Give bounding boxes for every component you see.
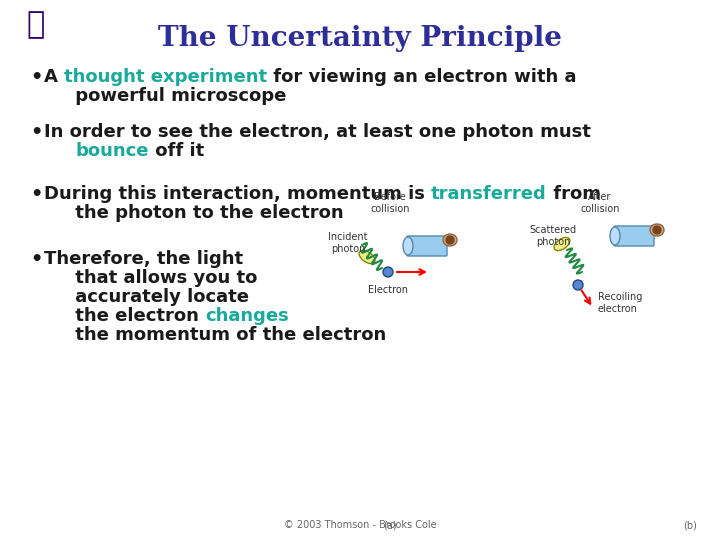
- Text: Before
collision: Before collision: [370, 192, 410, 214]
- Text: (a): (a): [383, 520, 397, 530]
- Ellipse shape: [443, 234, 457, 246]
- FancyBboxPatch shape: [407, 236, 447, 256]
- Text: that allows you to: that allows you to: [44, 269, 257, 287]
- Text: © 2003 Thomson - Brooks Cole: © 2003 Thomson - Brooks Cole: [284, 520, 436, 530]
- Ellipse shape: [650, 224, 664, 236]
- Text: accurately locate: accurately locate: [44, 288, 249, 306]
- Text: the momentum of the electron: the momentum of the electron: [44, 326, 386, 344]
- Ellipse shape: [554, 238, 570, 251]
- Text: Electron: Electron: [368, 285, 408, 295]
- Text: After
collision: After collision: [580, 192, 620, 214]
- FancyBboxPatch shape: [614, 226, 654, 246]
- Text: for viewing an electron with a: for viewing an electron with a: [267, 68, 577, 86]
- Text: During this interaction, momentum is: During this interaction, momentum is: [44, 185, 431, 203]
- Text: Recoiling
electron: Recoiling electron: [598, 292, 642, 314]
- Circle shape: [446, 236, 454, 244]
- Text: •: •: [30, 185, 42, 204]
- Text: The Uncertainty Principle: The Uncertainty Principle: [158, 25, 562, 52]
- Text: from: from: [547, 185, 601, 203]
- Text: •: •: [30, 68, 42, 87]
- Text: thought experiment: thought experiment: [64, 68, 267, 86]
- Text: In order to see the electron, at least one photon must: In order to see the electron, at least o…: [44, 123, 591, 141]
- Text: Scattered
photon: Scattered photon: [529, 225, 577, 247]
- Circle shape: [573, 280, 583, 290]
- Text: (b): (b): [683, 520, 697, 530]
- FancyBboxPatch shape: [3, 3, 69, 47]
- Text: bounce: bounce: [76, 142, 149, 160]
- Ellipse shape: [610, 227, 620, 245]
- Text: off it: off it: [149, 142, 204, 160]
- Text: changes: changes: [205, 307, 289, 325]
- Text: powerful microscope: powerful microscope: [44, 87, 287, 105]
- Text: A: A: [44, 68, 64, 86]
- Ellipse shape: [359, 251, 375, 264]
- Text: •: •: [30, 123, 42, 142]
- Text: Therefore, the light: Therefore, the light: [44, 250, 243, 268]
- Circle shape: [653, 226, 661, 234]
- Text: the photon to the electron: the photon to the electron: [44, 204, 343, 222]
- Text: Incident
photon: Incident photon: [328, 232, 368, 254]
- Circle shape: [383, 267, 393, 277]
- Ellipse shape: [403, 237, 413, 255]
- Text: transferred: transferred: [431, 185, 547, 203]
- Text: •: •: [30, 250, 42, 269]
- Text: 🦎: 🦎: [27, 10, 45, 39]
- Text: the electron: the electron: [44, 307, 205, 325]
